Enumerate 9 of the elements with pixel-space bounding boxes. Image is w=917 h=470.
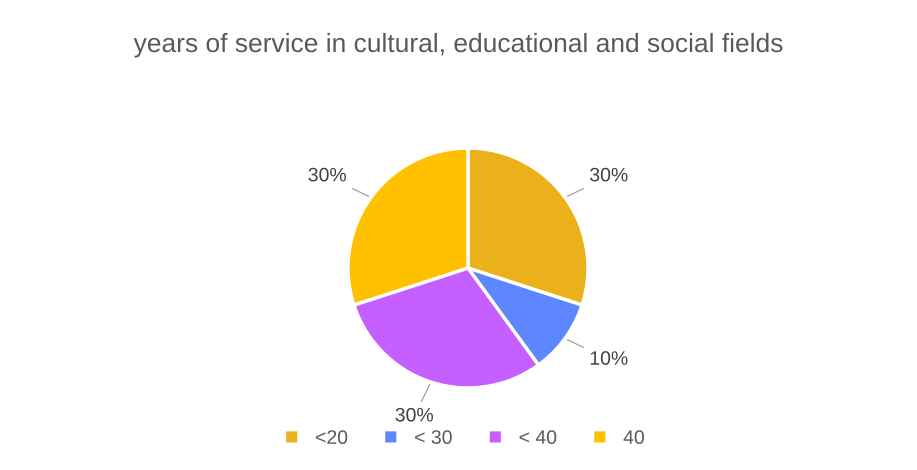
legend-label: < 40 <box>520 430 556 444</box>
data-label: 30% <box>308 168 346 182</box>
legend-label: < 30 <box>415 430 452 444</box>
data-label: 30% <box>590 168 628 182</box>
chart-title: years of service in cultural, educational and social fields <box>134 32 782 58</box>
data-label: 30% <box>396 408 433 422</box>
data-label: 10% <box>590 351 628 365</box>
legend-label: 40 <box>624 430 644 444</box>
legend-label: <20 <box>316 430 348 444</box>
